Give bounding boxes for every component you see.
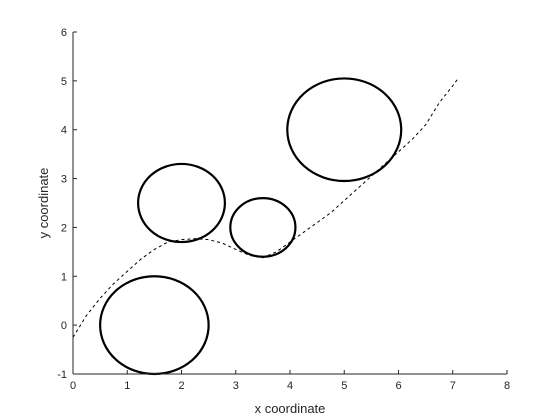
x-tick-label: 2 <box>178 380 184 392</box>
y-tick-label: 1 <box>61 271 67 283</box>
x-tick-label: 4 <box>287 380 293 392</box>
x-tick-label: 8 <box>504 380 510 392</box>
y-tick-label: 4 <box>61 125 67 137</box>
y-axis-label: y coordinate <box>36 168 51 239</box>
x-tick-label: 5 <box>341 380 347 392</box>
x-tick-label: 7 <box>450 380 456 392</box>
y-tick-label: 2 <box>61 222 67 234</box>
y-tick-label: 6 <box>61 27 67 39</box>
y-tick-label: 5 <box>61 76 67 88</box>
y-tick-label: 0 <box>61 320 67 332</box>
x-tick-label: 6 <box>395 380 401 392</box>
x-tick-label: 1 <box>124 380 130 392</box>
y-tick-label: 3 <box>61 174 67 186</box>
y-tick-label: -1 <box>57 369 67 381</box>
x-axis-label: x coordinate <box>255 401 326 416</box>
x-tick-label: 3 <box>233 380 239 392</box>
x-tick-label: 0 <box>70 380 76 392</box>
